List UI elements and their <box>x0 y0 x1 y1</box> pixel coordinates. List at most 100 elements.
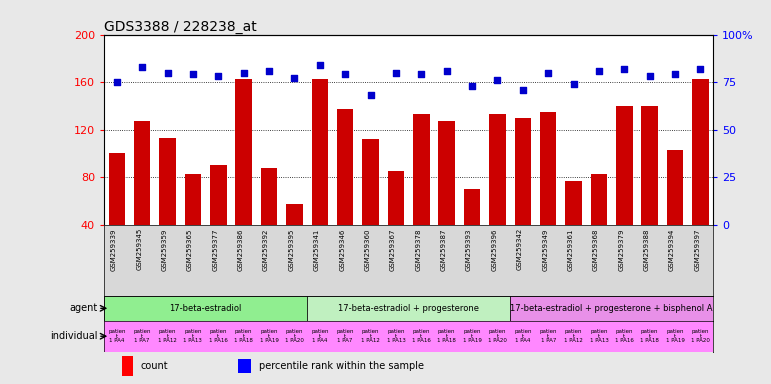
Bar <box>514 118 531 272</box>
Text: 17-beta-estradiol: 17-beta-estradiol <box>170 304 242 313</box>
Point <box>542 70 554 76</box>
Text: patien
t
1 PA12: patien t 1 PA12 <box>564 329 583 343</box>
Text: individual: individual <box>50 331 98 341</box>
Bar <box>591 174 608 272</box>
Bar <box>490 114 506 272</box>
Text: patien
t
1 PA19: patien t 1 PA19 <box>665 329 685 343</box>
Text: patien
t
1 PA18: patien t 1 PA18 <box>640 329 659 343</box>
Bar <box>286 204 303 272</box>
Text: agent: agent <box>69 303 98 313</box>
Text: patien
t
1 PA7: patien t 1 PA7 <box>540 329 557 343</box>
Bar <box>337 109 353 272</box>
Point <box>187 71 199 78</box>
Point <box>390 70 402 76</box>
Point <box>567 81 580 87</box>
Bar <box>439 121 455 272</box>
Text: GSM259339: GSM259339 <box>111 228 116 271</box>
Text: patien
t
1 PA18: patien t 1 PA18 <box>234 329 253 343</box>
Text: patien
t
1 PA13: patien t 1 PA13 <box>183 329 202 343</box>
Text: GSM259365: GSM259365 <box>187 228 193 270</box>
Text: patien
t
1 PA16: patien t 1 PA16 <box>615 329 634 343</box>
Text: GSM259368: GSM259368 <box>593 228 599 271</box>
Text: patien
t
1 PA4: patien t 1 PA4 <box>108 329 126 343</box>
Bar <box>123 356 133 376</box>
Bar <box>388 171 404 272</box>
Bar <box>641 106 658 272</box>
Text: GSM259359: GSM259359 <box>162 228 167 270</box>
Text: GSM259388: GSM259388 <box>644 228 650 271</box>
Point <box>237 70 250 76</box>
Text: count: count <box>140 361 168 371</box>
Text: GSM259387: GSM259387 <box>441 228 446 271</box>
Text: GSM259379: GSM259379 <box>618 228 625 271</box>
Text: GSM259397: GSM259397 <box>695 228 701 271</box>
Bar <box>104 296 307 321</box>
Bar <box>134 121 150 272</box>
Point <box>415 71 427 78</box>
Point <box>365 92 377 98</box>
Bar <box>692 78 709 272</box>
Text: GSM259360: GSM259360 <box>365 228 371 271</box>
Text: patien
t
1 PA4: patien t 1 PA4 <box>311 329 328 343</box>
Text: patien
t
1 PA20: patien t 1 PA20 <box>488 329 507 343</box>
Bar <box>616 106 632 272</box>
Bar <box>510 296 713 321</box>
Text: GSM259396: GSM259396 <box>491 228 497 271</box>
Bar <box>540 112 557 272</box>
Point <box>212 73 224 79</box>
Bar <box>185 174 201 272</box>
Text: GDS3388 / 228238_at: GDS3388 / 228238_at <box>104 20 257 33</box>
Bar <box>307 296 510 321</box>
Text: GSM259395: GSM259395 <box>288 228 295 270</box>
Text: GSM259361: GSM259361 <box>567 228 574 271</box>
Bar <box>311 78 328 272</box>
Text: patien
t
1 PA7: patien t 1 PA7 <box>133 329 151 343</box>
Point <box>110 79 123 85</box>
Text: 17-beta-estradiol + progesterone: 17-beta-estradiol + progesterone <box>338 304 479 313</box>
Text: GSM259394: GSM259394 <box>669 228 675 270</box>
Point <box>695 66 707 72</box>
Bar <box>210 165 227 272</box>
Text: patien
t
1 PA18: patien t 1 PA18 <box>437 329 456 343</box>
Bar <box>362 139 379 272</box>
Text: GSM259345: GSM259345 <box>136 228 142 270</box>
Text: GSM259393: GSM259393 <box>466 228 472 271</box>
Text: GSM259367: GSM259367 <box>390 228 396 271</box>
Text: GSM259392: GSM259392 <box>263 228 269 270</box>
Text: patien
t
1 PA4: patien t 1 PA4 <box>514 329 531 343</box>
Point <box>263 68 275 74</box>
Point <box>618 66 631 72</box>
Text: GSM259342: GSM259342 <box>517 228 523 270</box>
Point <box>440 68 453 74</box>
Bar <box>413 114 429 272</box>
Text: GSM259377: GSM259377 <box>212 228 218 271</box>
Bar <box>667 150 683 272</box>
Bar <box>261 167 278 272</box>
Bar <box>235 78 252 272</box>
Point <box>644 73 656 79</box>
Point <box>491 77 503 83</box>
Point <box>339 71 352 78</box>
Text: patien
t
1 PA13: patien t 1 PA13 <box>590 329 608 343</box>
Point <box>136 64 148 70</box>
Text: GSM259349: GSM259349 <box>542 228 548 270</box>
Text: GSM259386: GSM259386 <box>237 228 244 271</box>
Bar <box>238 359 251 373</box>
Text: patien
t
1 PA19: patien t 1 PA19 <box>260 329 278 343</box>
Point <box>669 71 682 78</box>
Text: 17-beta-estradiol + progesterone + bisphenol A: 17-beta-estradiol + progesterone + bisph… <box>510 304 713 313</box>
Text: patien
t
1 PA16: patien t 1 PA16 <box>412 329 431 343</box>
Text: patien
t
1 PA12: patien t 1 PA12 <box>158 329 177 343</box>
Text: GSM259346: GSM259346 <box>339 228 345 270</box>
Bar <box>109 153 125 272</box>
Point <box>314 62 326 68</box>
Text: patien
t
1 PA13: patien t 1 PA13 <box>386 329 406 343</box>
Text: GSM259378: GSM259378 <box>416 228 421 271</box>
Text: percentile rank within the sample: percentile rank within the sample <box>259 361 424 371</box>
Text: patien
t
1 PA19: patien t 1 PA19 <box>463 329 482 343</box>
Text: patien
t
1 PA16: patien t 1 PA16 <box>209 329 227 343</box>
Text: patien
t
1 PA12: patien t 1 PA12 <box>361 329 380 343</box>
Point <box>466 83 478 89</box>
Bar <box>565 180 582 272</box>
Point <box>593 68 605 74</box>
